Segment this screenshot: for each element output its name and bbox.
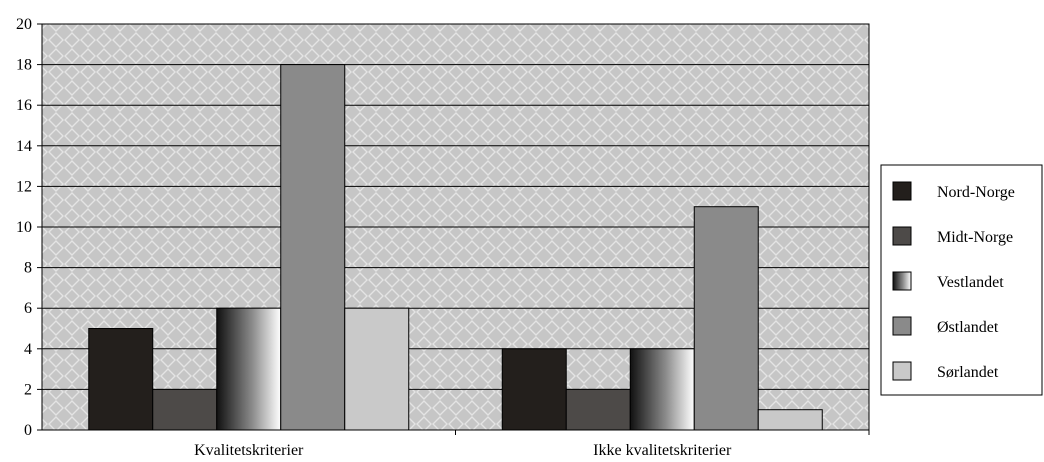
legend-label: Nord-Norge xyxy=(937,184,1015,201)
bar-nord-norge xyxy=(501,348,567,431)
bar-sørlandet xyxy=(344,307,410,431)
x-category-label: Ikke kvalitetskriterier xyxy=(593,442,732,459)
x-category-label: Kvalitetskriterier xyxy=(194,442,304,459)
y-tick-label: 0 xyxy=(24,422,32,439)
bars xyxy=(88,64,823,431)
legend-swatch xyxy=(892,361,912,381)
y-tick-label: 4 xyxy=(24,341,32,358)
y-tick-label: 18 xyxy=(16,57,32,74)
bar-vestlandet xyxy=(629,348,695,431)
bar-sørlandet xyxy=(757,409,823,431)
y-tick-label: 2 xyxy=(24,381,32,398)
legend-swatch xyxy=(892,316,912,336)
bar-østlandet xyxy=(280,64,346,431)
legend-swatch xyxy=(892,226,912,246)
y-tick-label: 20 xyxy=(16,16,32,33)
y-tick-label: 14 xyxy=(16,138,32,155)
y-tick-label: 10 xyxy=(16,219,32,236)
legend: Nord-Norge Midt-Norge Vestlandet Østlandet S… xyxy=(880,164,1043,396)
bar-midt-norge xyxy=(152,388,218,431)
bar-midt-norge xyxy=(565,388,631,431)
legend-swatch xyxy=(892,181,912,201)
y-tick-label: 8 xyxy=(24,260,32,277)
legend-label: Østlandet xyxy=(937,319,999,336)
bar-østlandet xyxy=(693,206,759,431)
legend-label: Vestlandet xyxy=(937,274,1004,291)
y-tick-label: 16 xyxy=(16,97,32,114)
legend-label: Sørlandet xyxy=(937,364,999,381)
legend-swatch xyxy=(892,271,912,291)
legend-label: Midt-Norge xyxy=(937,229,1013,246)
bar-vestlandet xyxy=(216,307,282,431)
y-tick-label: 12 xyxy=(16,178,32,195)
labels: 0 2 4 6 8 10 12 14 16 18 20 Kvalitetskriterier Ikke … xyxy=(16,16,732,459)
y-tick-label: 6 xyxy=(24,300,32,317)
bar-nord-norge xyxy=(88,328,154,431)
